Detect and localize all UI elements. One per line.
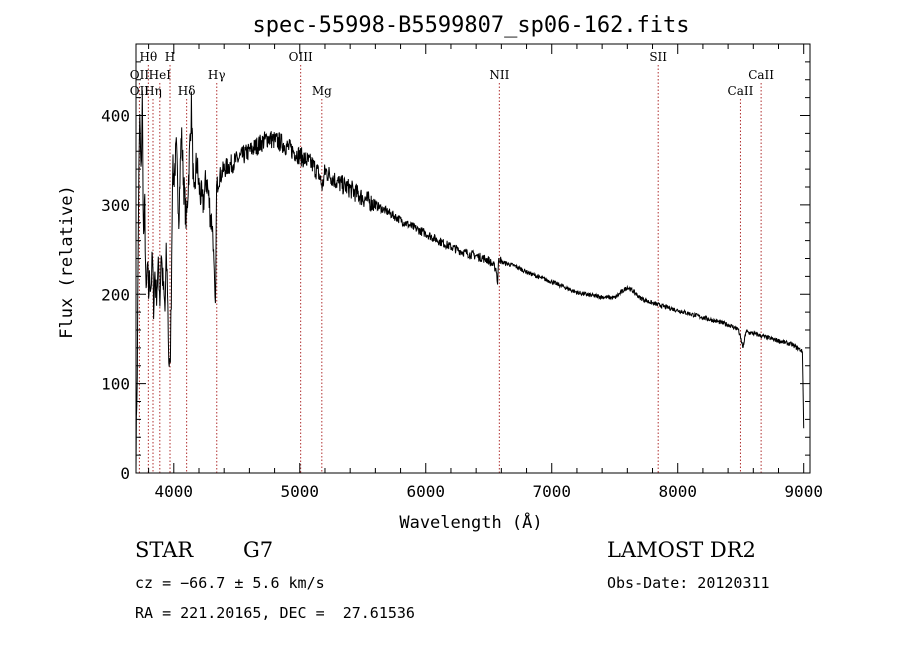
y-tick-label: 100	[101, 375, 130, 394]
y-tick-label: 200	[101, 285, 130, 304]
emission-line-label: Hγ	[208, 68, 226, 82]
emission-line-label: NII	[489, 68, 509, 82]
spectral-subclass: G7	[243, 538, 274, 562]
y-tick-label: 0	[120, 464, 130, 483]
y-tick-label: 300	[101, 196, 130, 215]
x-tick-label: 7000	[532, 482, 571, 501]
x-tick-label: 4000	[155, 482, 194, 501]
emission-line-label: Hθ	[139, 50, 157, 64]
emission-line-label: Hδ	[178, 84, 196, 98]
coordinates: RA = 221.20165, DEC = 27.61536	[135, 604, 415, 622]
x-axis-label: Wavelength (Å)	[399, 511, 542, 533]
spectrum-line	[135, 90, 805, 474]
emission-line-label: H	[165, 50, 175, 64]
object-class: STAR	[135, 538, 194, 562]
x-tick-label: 5000	[281, 482, 320, 501]
observation-date: Obs-Date: 20120311	[607, 574, 770, 592]
emission-line-label: OII	[130, 68, 150, 82]
emission-line-label: OIII	[289, 50, 313, 64]
x-tick-label: 9000	[784, 482, 823, 501]
emission-line-markers	[138, 65, 762, 473]
survey-name: LAMOST DR2	[607, 538, 756, 562]
emission-line-label: CaII	[728, 84, 754, 98]
emission-line-label: OII	[130, 84, 150, 98]
x-tick-label: 8000	[658, 482, 697, 501]
x-tick-label: 6000	[406, 482, 445, 501]
emission-line-label: Hη	[144, 84, 162, 98]
emission-line-label: HeI	[149, 68, 172, 82]
chart-title: spec-55998-B5599807_sp06-162.fits	[252, 13, 689, 38]
x-axis: 4000 5000 6000 7000 8000 9000	[148, 44, 823, 501]
emission-line-label: SII	[649, 50, 667, 64]
emission-line-label: CaII	[748, 68, 774, 82]
y-tick-label: 400	[101, 107, 130, 126]
plot-frame	[135, 43, 811, 474]
spectrum-chart: spec-55998-B5599807_sp06-162.fits Hθ H OII…	[57, 13, 823, 533]
y-axis: 0 100 200 300 400	[101, 61, 810, 483]
y-axis-label: Flux (relative)	[57, 185, 77, 339]
redshift-velocity: cz = −66.7 ± 5.6 km/s	[135, 574, 325, 592]
emission-line-label: Mg	[312, 84, 332, 98]
